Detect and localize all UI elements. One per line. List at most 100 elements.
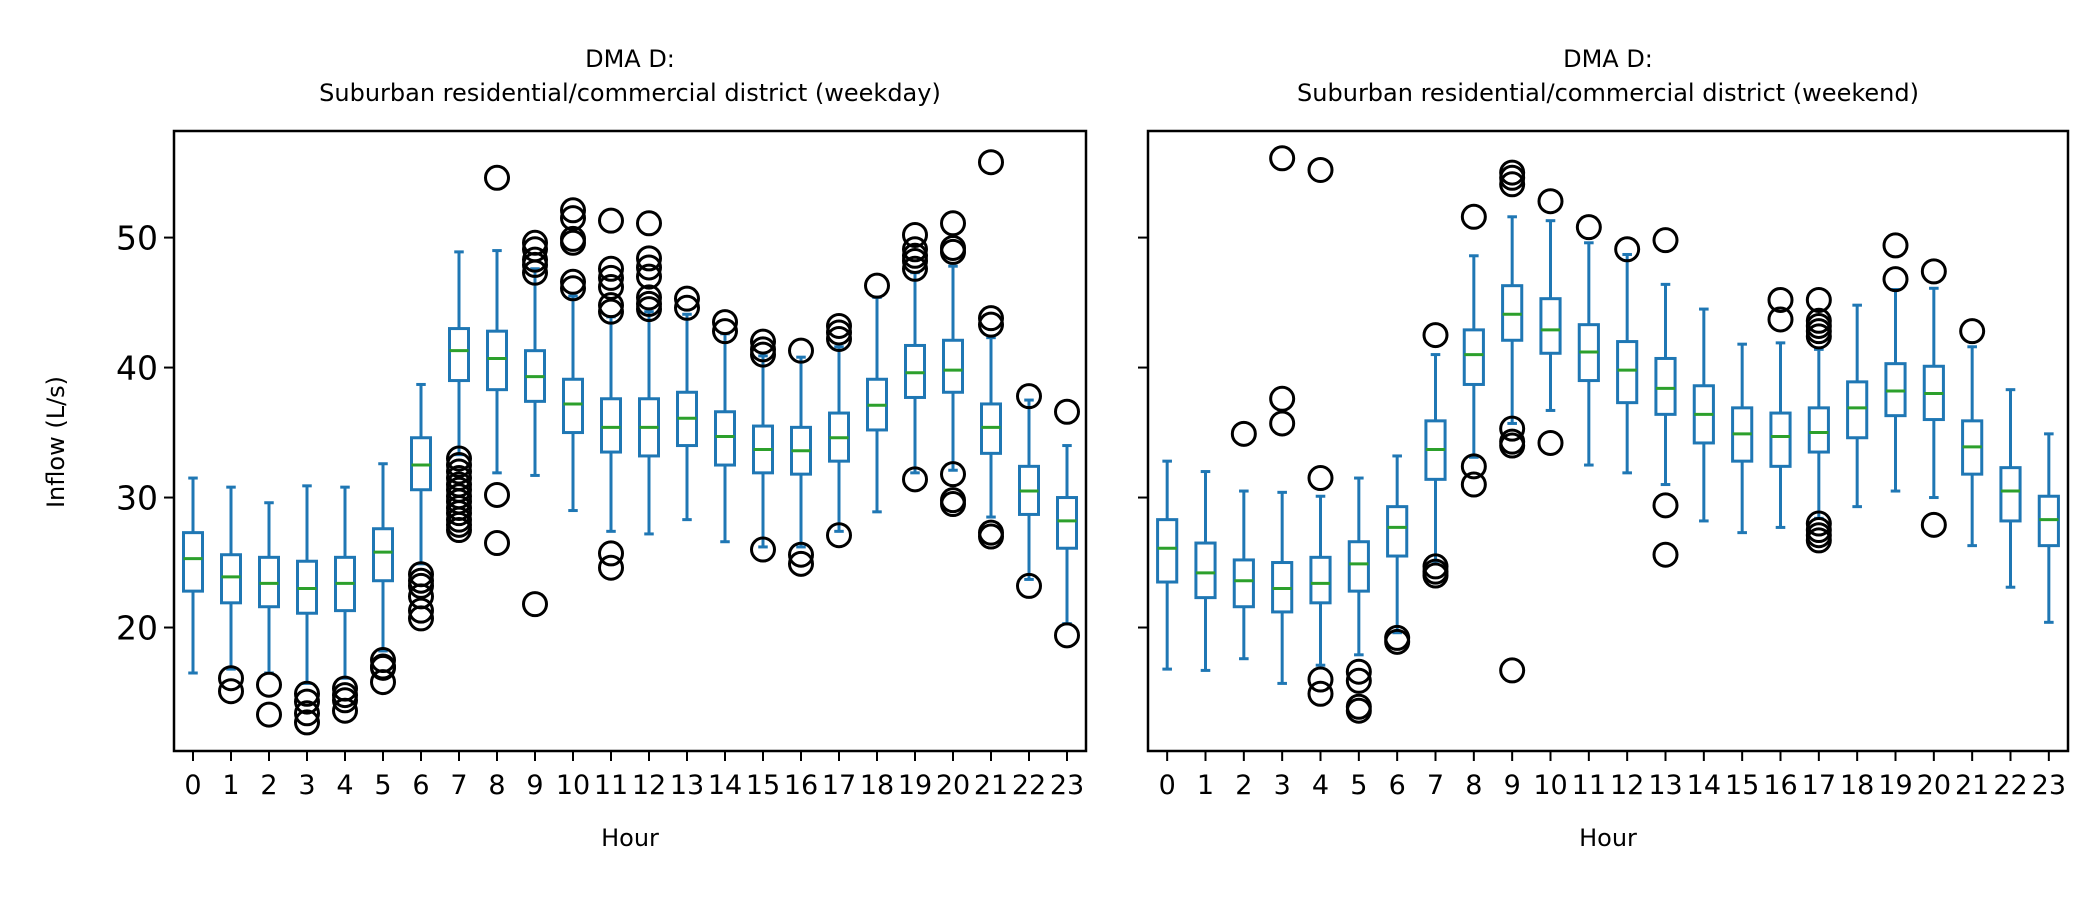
x-tick-label: 10 bbox=[556, 770, 590, 801]
outlier-point bbox=[1422, 322, 1449, 349]
outlier-point bbox=[1460, 203, 1487, 230]
outlier-point bbox=[940, 461, 966, 488]
box-hour-2 bbox=[256, 501, 282, 728]
outlier-point bbox=[1054, 622, 1080, 649]
outlier-point bbox=[446, 500, 472, 527]
box-hour-14 bbox=[712, 309, 738, 544]
box-hour-19 bbox=[1882, 232, 1909, 493]
box-hour-9 bbox=[522, 229, 548, 618]
x-tick-label: 12 bbox=[1610, 770, 1644, 801]
outlier-point bbox=[598, 255, 624, 282]
outlier-point bbox=[598, 207, 624, 234]
outlier-point bbox=[1499, 164, 1526, 191]
outlier-point bbox=[826, 319, 852, 346]
outlier-point bbox=[370, 669, 396, 696]
x-tick-label: 21 bbox=[1955, 770, 1989, 801]
outlier-point bbox=[446, 452, 472, 479]
box-hour-16 bbox=[788, 337, 814, 577]
x-tick-label: 22 bbox=[1993, 770, 2027, 801]
outlier-point bbox=[256, 671, 282, 698]
x-tick-label: 6 bbox=[1389, 770, 1406, 801]
outlier-point bbox=[1269, 145, 1296, 172]
iqr-box bbox=[1769, 411, 1792, 468]
x-tick-label: 15 bbox=[1725, 770, 1759, 801]
outlier-point bbox=[598, 540, 624, 567]
outlier-point bbox=[1767, 286, 1794, 313]
outlier-point bbox=[332, 697, 358, 724]
iqr-box bbox=[1386, 505, 1409, 558]
box-hour-12 bbox=[1614, 236, 1641, 475]
outlier-point bbox=[902, 466, 928, 493]
iqr-box bbox=[1462, 328, 1485, 386]
box-hour-16 bbox=[1767, 286, 1794, 529]
iqr-box bbox=[1539, 297, 1562, 355]
y-axis-label: Inflow (L/s) bbox=[42, 376, 70, 508]
outlier-point bbox=[1652, 492, 1679, 519]
x-tick-label: 13 bbox=[1648, 770, 1682, 801]
iqr-box bbox=[220, 553, 242, 605]
x-tick-label: 20 bbox=[936, 770, 970, 801]
box-hour-23 bbox=[1054, 398, 1080, 649]
x-tick-label: 4 bbox=[336, 770, 353, 801]
box-hour-1 bbox=[218, 485, 244, 705]
x-tick-label: 12 bbox=[632, 770, 666, 801]
iqr-box bbox=[1194, 541, 1217, 600]
outlier-point bbox=[446, 445, 472, 472]
outlier-point bbox=[902, 221, 928, 248]
outlier-point bbox=[1805, 286, 1832, 313]
outlier-point bbox=[978, 305, 1004, 332]
y-tick-label: 20 bbox=[116, 609, 158, 648]
box-hour-5 bbox=[370, 462, 396, 696]
outlier-point bbox=[978, 523, 1004, 550]
panel-subtitle-weekend: Suburban residential/commercial district… bbox=[1297, 79, 1919, 107]
x-tick-label: 20 bbox=[1917, 770, 1951, 801]
x-tick-label: 9 bbox=[1504, 770, 1521, 801]
x-tick-label: 11 bbox=[594, 770, 628, 801]
outlier-point bbox=[1652, 541, 1679, 568]
outlier-point bbox=[750, 341, 776, 368]
box-hour-15 bbox=[750, 328, 776, 563]
x-tick-label: 8 bbox=[1465, 770, 1482, 801]
x-tick-label: 8 bbox=[488, 770, 505, 801]
outlier-point bbox=[1460, 453, 1487, 480]
outlier-point bbox=[1499, 415, 1526, 442]
outlier-point bbox=[826, 312, 852, 339]
weekday-panel: DMA D: Suburban residential/commercial d… bbox=[116, 45, 1088, 852]
x-tick-label: 14 bbox=[708, 770, 742, 801]
outlier-point bbox=[1345, 697, 1372, 724]
outlier-point bbox=[598, 298, 624, 325]
outlier-point bbox=[1767, 306, 1794, 333]
weekend-panel: DMA D: Suburban residential/commercial d… bbox=[1138, 45, 2070, 852]
outlier-point bbox=[1307, 156, 1334, 183]
outlier-point bbox=[902, 255, 928, 282]
box-hour-17 bbox=[826, 312, 852, 549]
box-hour-17 bbox=[1805, 286, 1832, 554]
x-tick-label: 17 bbox=[822, 770, 856, 801]
x-tick-label: 14 bbox=[1687, 770, 1721, 801]
outlier-point bbox=[1384, 628, 1411, 655]
outlier-point bbox=[1959, 318, 1986, 345]
outlier-point bbox=[598, 554, 624, 581]
outlier-point bbox=[560, 229, 586, 256]
box-hour-19 bbox=[902, 221, 928, 493]
outlier-point bbox=[484, 481, 510, 508]
box-hour-10 bbox=[1537, 188, 1564, 456]
iqr-box bbox=[562, 377, 584, 435]
outlier-point bbox=[788, 337, 814, 364]
outlier-point bbox=[1230, 420, 1257, 447]
iqr-box bbox=[1156, 518, 1179, 584]
x-tick-label: 3 bbox=[298, 770, 315, 801]
x-axis-label-weekday: Hour bbox=[601, 824, 659, 852]
outlier-point bbox=[940, 238, 966, 265]
x-tick-label: 18 bbox=[1840, 770, 1874, 801]
outlier-point bbox=[560, 275, 586, 302]
outlier-point bbox=[1805, 527, 1832, 554]
x-tick-label: 1 bbox=[222, 770, 239, 801]
box-hour-8 bbox=[484, 164, 510, 557]
outlier-point bbox=[1499, 171, 1526, 198]
box-hour-8 bbox=[1460, 203, 1487, 498]
outlier-point bbox=[712, 318, 738, 345]
outlier-point bbox=[408, 605, 434, 632]
box-hour-0 bbox=[1156, 459, 1179, 671]
